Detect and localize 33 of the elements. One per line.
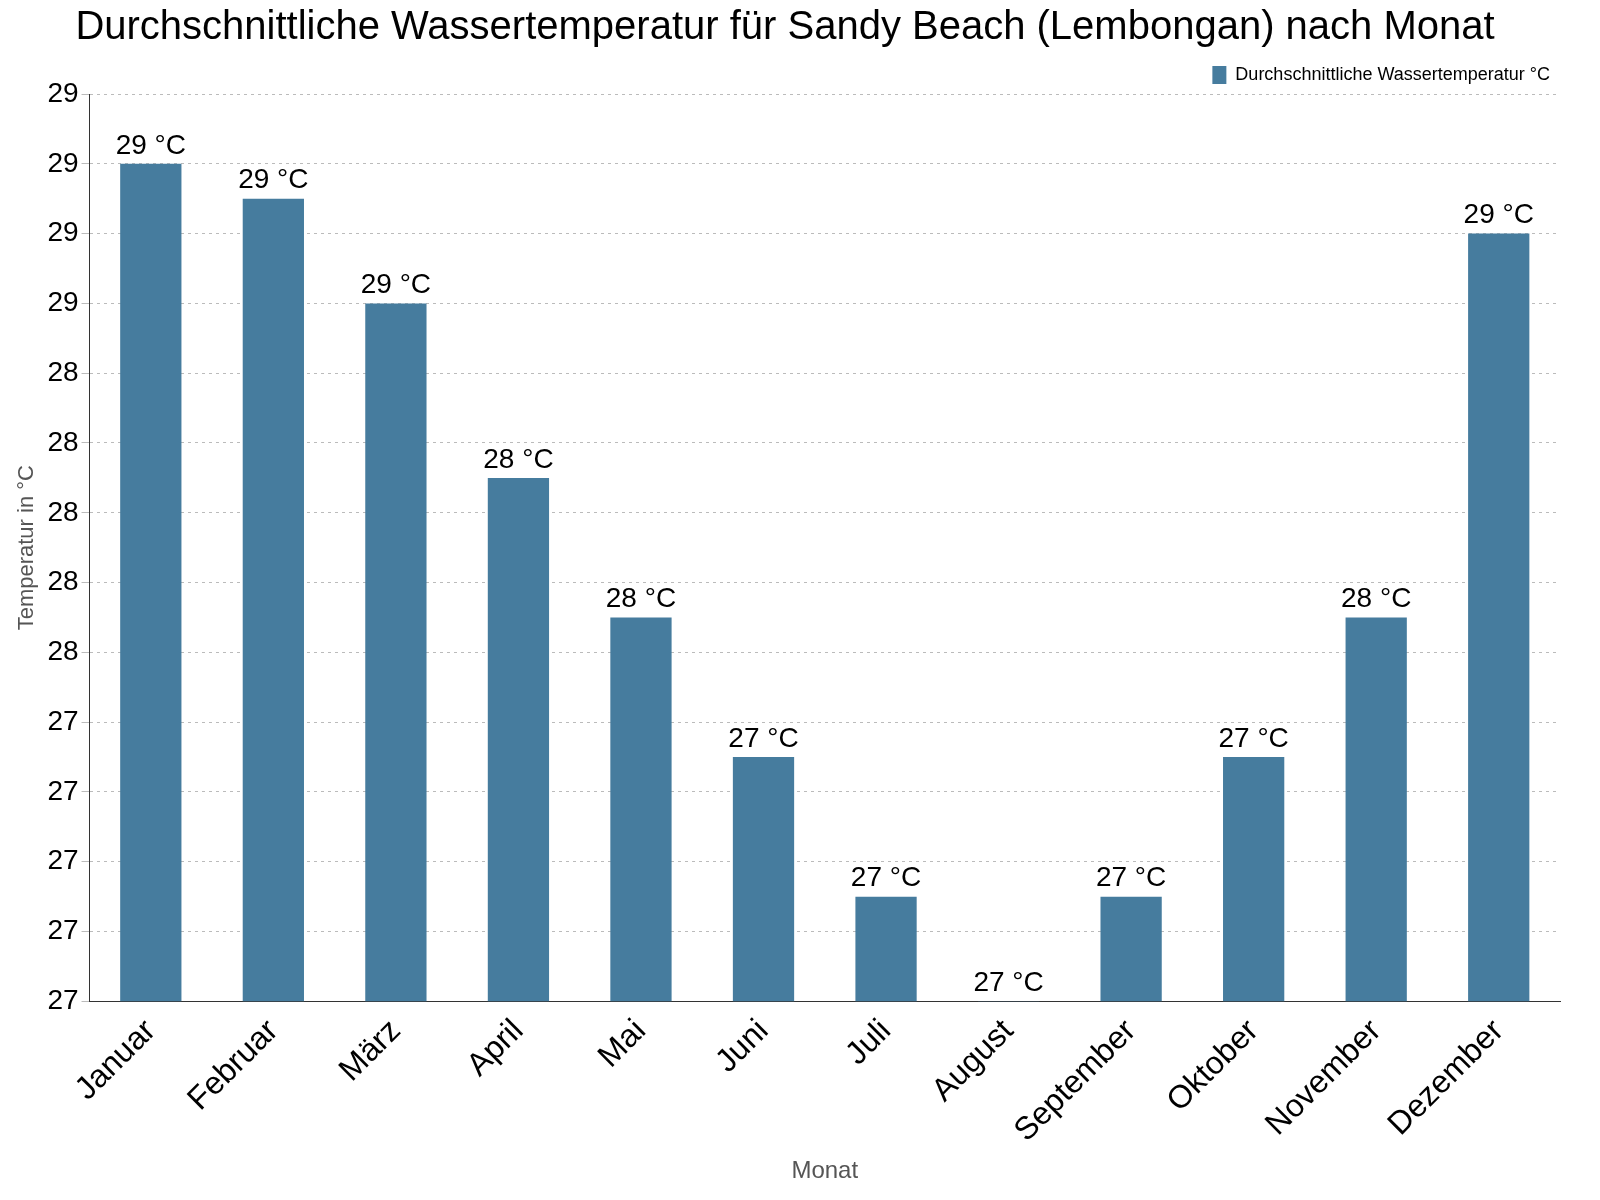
y-tick-label: 27: [47, 844, 79, 876]
data-label: 29 °C: [115, 128, 186, 160]
y-tick-label: 28: [47, 495, 79, 527]
y-tick-label: 29: [47, 76, 79, 108]
x-tick-label: Juli: [837, 1011, 898, 1072]
y-axis-title: Temperatur in °C: [13, 464, 39, 631]
data-label: 28 °C: [483, 442, 554, 474]
x-axis-title: Monat: [791, 1156, 859, 1184]
data-label: 27 °C: [1095, 861, 1167, 893]
x-tick-label: Mai: [590, 1011, 653, 1074]
legend-label: Durchschnittliche Wassertemperatur °C: [1235, 63, 1551, 84]
data-label: 29 °C: [238, 163, 309, 195]
chart-title: Durchschnittliche Wassertemperatur für Sandy Beach (Lembongan) nach Monat: [75, 3, 1495, 48]
y-tick-label: 27: [47, 774, 79, 806]
y-tick-label: 29: [47, 286, 79, 318]
data-label: 29 °C: [1463, 198, 1534, 230]
y-tick-label: 27: [47, 914, 79, 946]
y-tick-label: 28: [47, 635, 79, 667]
y-tick-label: 29: [47, 216, 79, 248]
data-label: 27 °C: [850, 861, 922, 893]
y-tick-label: 28: [47, 425, 79, 457]
y-tick-label: 29: [47, 146, 79, 178]
y-tick-label: 28: [47, 565, 79, 597]
data-label: 27 °C: [1218, 721, 1289, 753]
data-label: 27 °C: [973, 966, 1044, 998]
data-label: 27 °C: [728, 721, 799, 753]
data-label: 28 °C: [1341, 582, 1412, 614]
x-tick-label: Juni: [707, 1011, 775, 1079]
data-label: 28 °C: [605, 582, 677, 614]
y-tick-label: 27: [47, 984, 79, 1016]
data-label: 29 °C: [360, 268, 432, 300]
y-tick-label: 28: [47, 355, 79, 387]
y-tick-label: 27: [47, 704, 79, 736]
